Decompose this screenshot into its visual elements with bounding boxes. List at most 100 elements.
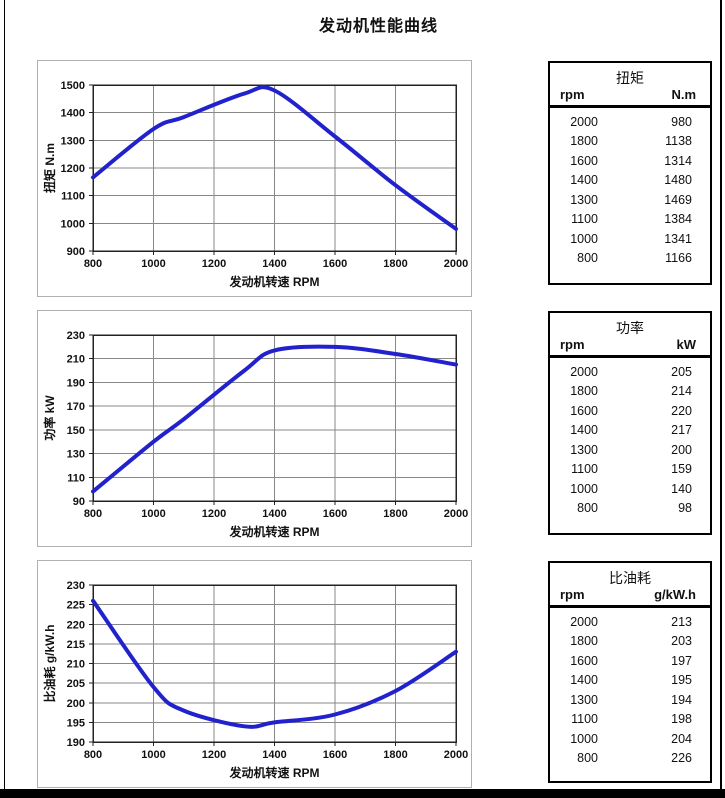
table-row: 800 1166 xyxy=(550,249,710,269)
table-row: 1100 1384 xyxy=(550,210,710,230)
table-row: 1800 214 xyxy=(550,382,710,402)
x-tick-label: 800 xyxy=(84,749,102,761)
page-bottom-border xyxy=(0,789,725,798)
table-row: 1300 1469 xyxy=(550,190,710,210)
y-tick-label: 210 xyxy=(67,354,85,366)
table-row: 1000 140 xyxy=(550,479,710,499)
x-tick-label: 1000 xyxy=(141,749,165,761)
y-tick-label: 200 xyxy=(67,698,85,710)
measure-value: 213 xyxy=(671,614,692,629)
y-tick-label: 215 xyxy=(67,639,85,651)
measure-value: 1480 xyxy=(664,173,692,188)
y-axis-label: 扭矩 N.m xyxy=(42,143,57,193)
x-tick-label: 1800 xyxy=(383,258,407,270)
column-header-rpm: rpm xyxy=(560,87,585,102)
column-header-unit: kW xyxy=(676,337,697,352)
y-tick-label: 150 xyxy=(67,425,85,437)
tick-labels: 900 1000 1100 1200 1300 1400 1500 800 1000 1200 14… xyxy=(61,80,469,270)
y-tick-label: 230 xyxy=(67,580,85,592)
rpm-value: 2000 xyxy=(570,114,598,129)
table-row: 2000 205 xyxy=(550,362,710,382)
y-tick-label: 1100 xyxy=(61,191,85,203)
y-tick-label: 220 xyxy=(67,619,85,631)
x-tick-label: 2000 xyxy=(444,749,468,761)
y-tick-label: 900 xyxy=(67,246,85,258)
measure-value: 1314 xyxy=(664,153,692,168)
table-row: 800 98 xyxy=(550,499,710,519)
x-tick-label: 1400 xyxy=(262,749,286,761)
measure-value: 1469 xyxy=(664,192,692,207)
measure-value: 197 xyxy=(671,653,692,668)
page-title: 发动机性能曲线 xyxy=(318,18,438,35)
x-tick-label: 1200 xyxy=(202,749,226,761)
measure-value: 195 xyxy=(671,673,692,688)
table-row: 1000 1341 xyxy=(550,229,710,249)
rpm-value: 1000 xyxy=(570,481,598,496)
table-row: 1400 217 xyxy=(550,421,710,441)
y-axis-label: 功率 kW xyxy=(42,395,57,441)
table-row: 2000 213 xyxy=(550,612,710,632)
rpm-value: 1600 xyxy=(570,403,598,418)
table-row: 2000 980 xyxy=(550,112,710,132)
y-tick-label: 1200 xyxy=(61,163,85,175)
table-body: 2000 980 1800 1138 1600 1314 1400 1480 1300 1469 1… xyxy=(550,108,710,268)
measure-value: 203 xyxy=(671,634,692,649)
table-row: 800 226 xyxy=(550,749,710,769)
y-tick-label: 225 xyxy=(67,600,85,612)
measure-value: 194 xyxy=(671,692,692,707)
rpm-value: 800 xyxy=(577,501,598,516)
x-tick-label: 1200 xyxy=(202,258,226,270)
rpm-value: 1300 xyxy=(570,192,598,207)
y-tick-label: 205 xyxy=(67,678,85,690)
x-tick-label: 800 xyxy=(84,508,102,520)
measure-value: 200 xyxy=(671,442,692,457)
y-axis-label: 比油耗 g/kW.h xyxy=(42,624,57,702)
x-tick-label: 1200 xyxy=(202,508,226,520)
y-tick-label: 1500 xyxy=(61,80,85,92)
rpm-value: 2000 xyxy=(570,364,598,379)
torque-curve xyxy=(91,85,458,231)
measure-value: 980 xyxy=(671,114,692,129)
tick-labels: 90 110 130 150 170 190 210 230 800 1000 1200 1400 16… xyxy=(67,330,469,520)
y-tick-label: 230 xyxy=(67,330,85,342)
measure-value: 1384 xyxy=(664,212,692,227)
x-tick-label: 1800 xyxy=(383,749,407,761)
x-tick-label: 1400 xyxy=(262,508,286,520)
rpm-value: 1600 xyxy=(570,153,598,168)
measure-value: 226 xyxy=(671,751,692,766)
table-row: 1300 194 xyxy=(550,690,710,710)
power-chart: 90 110 130 150 170 190 210 230 800 1000 1200 1400 16… xyxy=(37,310,472,547)
rpm-value: 1400 xyxy=(570,173,598,188)
y-tick-label: 130 xyxy=(67,449,85,461)
table-body: 2000 205 1800 214 1600 220 1400 217 1300 200 1100 1… xyxy=(550,358,710,518)
y-tick-label: 1400 xyxy=(61,108,85,120)
measure-value: 204 xyxy=(671,731,692,746)
gridlines xyxy=(93,85,456,251)
measure-value: 1138 xyxy=(665,134,692,149)
table-row: 1600 220 xyxy=(550,401,710,421)
tick-labels: 190 195 200 205 210 215 220 225 230 800 1000 1200 14… xyxy=(67,580,469,761)
gridlines xyxy=(93,585,456,742)
rpm-value: 1400 xyxy=(570,673,598,688)
x-tick-label: 1600 xyxy=(323,258,347,270)
table-row: 1100 198 xyxy=(550,710,710,730)
rpm-value: 800 xyxy=(577,251,598,266)
measure-value: 1341 xyxy=(664,231,692,246)
y-tick-label: 195 xyxy=(67,717,85,729)
fuel-consumption-table: 比油耗 rpm g/kW.h 2000 213 1800 203 1600 197 1400… xyxy=(548,561,712,783)
column-header-unit: g/kW.h xyxy=(654,587,696,602)
rpm-value: 1400 xyxy=(570,423,598,438)
fuel-consumption-chart-svg: 190 195 200 205 210 215 220 225 230 800 1000 1200 14… xyxy=(42,580,469,780)
plot-border xyxy=(92,84,457,252)
plot-border xyxy=(92,334,457,502)
gridlines xyxy=(93,335,456,501)
column-header-rpm: rpm xyxy=(560,587,585,602)
measure-value: 220 xyxy=(671,403,692,418)
power-table: 功率 rpm kW 2000 205 1800 214 1600 220 1400 217 13… xyxy=(548,311,712,535)
table-header-row: rpm g/kW.h xyxy=(550,587,710,608)
y-tick-label: 110 xyxy=(67,472,85,484)
rpm-value: 1100 xyxy=(571,462,598,477)
torque-table: 扭矩 rpm N.m 2000 980 1800 1138 1600 1314 1400 14… xyxy=(548,61,712,285)
rpm-value: 1300 xyxy=(570,442,598,457)
